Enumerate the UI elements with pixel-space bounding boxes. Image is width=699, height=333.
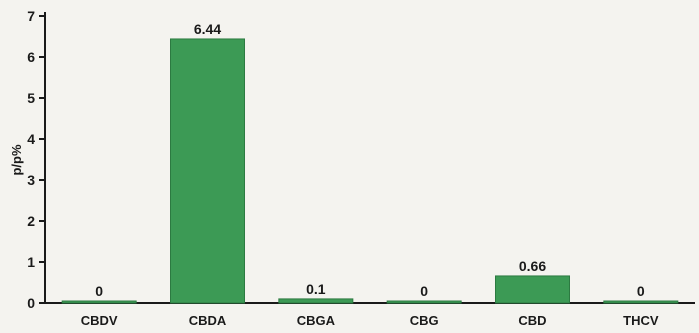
y-tick-label: 1 <box>27 254 35 270</box>
bar <box>170 38 245 304</box>
y-axis: 0 1 2 3 4 5 6 7 <box>27 8 46 311</box>
x-tick-label: CBD <box>518 313 546 328</box>
x-tick-label: CBG <box>410 313 439 328</box>
y-axis-title: p/p% <box>9 144 24 175</box>
x-tick-label: CBDV <box>81 313 118 328</box>
data-label: 0.66 <box>519 258 546 274</box>
data-label: 6.44 <box>194 21 221 37</box>
bar <box>603 300 679 304</box>
y-tick-label: 2 <box>27 213 35 229</box>
bars <box>61 38 679 304</box>
y-tick-label: 5 <box>27 90 35 106</box>
bar <box>278 298 354 304</box>
bar <box>386 300 462 304</box>
bar <box>61 300 137 304</box>
y-tick-label: 4 <box>27 131 35 147</box>
x-tick-label: THCV <box>623 313 659 328</box>
x-tick-label: CBDA <box>189 313 227 328</box>
data-label: 0.1 <box>306 281 326 297</box>
x-axis: CBDV CBDA CBGA CBG CBD THCV <box>45 302 695 328</box>
data-labels: 0 6.44 0.1 0 0.66 0 <box>95 21 645 299</box>
bar <box>495 275 570 304</box>
x-tick-label: CBGA <box>297 313 336 328</box>
y-tick-label: 0 <box>27 295 35 311</box>
y-tick-label: 7 <box>27 8 35 24</box>
data-label: 0 <box>420 283 428 299</box>
y-tick-label: 3 <box>27 172 35 188</box>
y-tick-label: 6 <box>27 49 35 65</box>
data-label: 0 <box>637 283 645 299</box>
data-label: 0 <box>95 283 103 299</box>
